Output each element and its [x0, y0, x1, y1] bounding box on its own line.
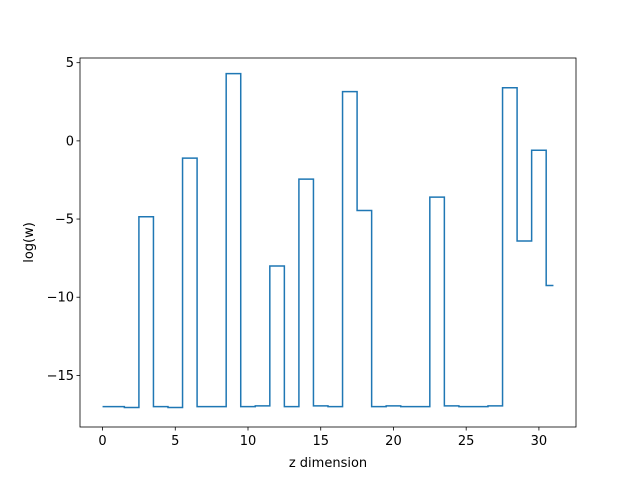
x-tick-label: 10 — [240, 434, 257, 449]
y-tick-label: 5 — [66, 56, 74, 71]
x-tick-label: 30 — [531, 434, 548, 449]
x-tick-label: 5 — [171, 434, 179, 449]
x-tick-label: 20 — [385, 434, 402, 449]
y-tick-label: −5 — [55, 213, 74, 228]
x-axis-label: z dimension — [289, 456, 367, 471]
x-tick-label: 25 — [458, 434, 475, 449]
axes-frame — [79, 57, 577, 428]
y-tick-label: 0 — [66, 134, 74, 149]
y-tick-label: −10 — [47, 291, 74, 306]
series-line-0 — [102, 72, 554, 409]
y-tick-label: −15 — [47, 369, 74, 384]
x-tick-label: 0 — [98, 434, 106, 449]
x-tick-label: 15 — [312, 434, 329, 449]
plot-area — [80, 58, 576, 427]
y-axis-label: log(w) — [22, 222, 37, 263]
